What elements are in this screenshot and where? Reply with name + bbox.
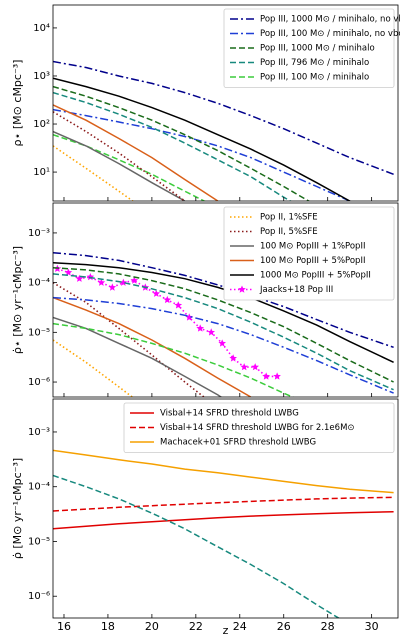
y-tick-label: 10¹ <box>33 167 50 178</box>
legend-label: Pop III, 1000 M⊙ / minihalo, no vbc <box>260 15 400 25</box>
legend: Pop III, 1000 M⊙ / minihalo, no vbc Pop I… <box>223 8 400 88</box>
legend-label: Visbal+14 SFRD threshold LWBG for 2.1e6M… <box>160 423 355 433</box>
y-tick-label: 10⁻⁶ <box>28 591 50 602</box>
star-marker <box>97 278 106 286</box>
plot-area <box>53 60 394 201</box>
y-axis-label: ρ̇⋆ [M⊙ yr⁻¹cMpc⁻³] <box>11 246 24 354</box>
legend: Visbal+14 SFRD threshold LWBG Visbal+14 S… <box>123 402 395 453</box>
series-line <box>53 296 252 397</box>
star-marker <box>229 354 237 362</box>
series-line <box>53 91 292 201</box>
star-marker <box>152 289 161 297</box>
star-marker <box>262 372 270 380</box>
y-tick-label: 10⁻⁴ <box>28 278 50 289</box>
x-tick-label: 22 <box>189 620 203 633</box>
star-marker <box>130 276 139 284</box>
series-line <box>53 496 394 512</box>
star-marker <box>251 363 259 371</box>
series-line <box>53 104 219 201</box>
plot-area <box>53 449 394 618</box>
series-line <box>53 262 394 363</box>
star-marker <box>185 313 193 321</box>
series-line <box>53 251 394 349</box>
star-marker <box>273 372 281 380</box>
axes-frame <box>52 202 399 398</box>
y-tick-label: 10⁻⁵ <box>28 536 50 547</box>
legend-label: 1000 M⊙ PopIII + 5%PopII <box>260 271 371 281</box>
y-tick-label: 10⁴ <box>33 23 50 34</box>
y-axis-label: ρ̇ [M⊙ yr⁻¹cMpc⁻³] <box>11 458 24 559</box>
axes-frame <box>52 4 399 202</box>
legend-label: Pop II, 5%SFE <box>260 227 318 237</box>
star-marker <box>163 295 172 304</box>
x-tick-label: 30 <box>365 620 379 633</box>
y-tick-label: 10² <box>33 119 50 130</box>
series-line <box>53 108 352 201</box>
x-axis-label: z <box>223 624 229 637</box>
y-tick-label: 10⁻³ <box>28 427 50 438</box>
legend-label: Machacek+01 SFRD threshold LWBG <box>160 438 316 448</box>
x-tick-label: 20 <box>145 620 159 633</box>
x-tick-label: 18 <box>101 620 115 633</box>
axes-frame <box>52 398 399 619</box>
legend-label: Pop III, 100 M⊙ / minihalo <box>260 73 369 83</box>
legend-box <box>223 206 395 301</box>
legend-marker <box>238 285 246 293</box>
series-line <box>53 510 394 530</box>
legend-label: Visbal+14 SFRD threshold LWBG <box>160 409 299 419</box>
legend-label: 100 M⊙ PopIII + 1%PopII <box>260 242 365 252</box>
star-marker <box>174 301 183 309</box>
y-tick-label: 10⁻³ <box>28 228 50 239</box>
y-tick-label: 10⁻⁵ <box>28 327 50 338</box>
legend-box <box>223 8 395 88</box>
y-axis-label: ρ⋆ [M⊙ cMpc⁻³] <box>11 60 24 147</box>
legend-label: Jaacks+18 Pop III <box>259 285 333 295</box>
legend-label: Pop III, 100 M⊙ / minihalo, no vbc <box>260 29 400 39</box>
series-line <box>53 449 394 494</box>
legend-label: Pop III, 796 M⊙ / minihalo <box>260 58 369 68</box>
star-marker <box>75 274 84 282</box>
series-line <box>53 85 311 201</box>
series-line <box>53 130 186 201</box>
plot-area <box>53 251 394 397</box>
y-tick-label: 10³ <box>33 71 50 82</box>
series-line <box>53 322 295 397</box>
star-marker <box>64 268 73 276</box>
x-tick-label: 28 <box>321 620 335 633</box>
star-marker <box>108 283 117 291</box>
legend-box <box>123 402 395 453</box>
legend-label: Pop II, 1%SFE <box>260 213 318 223</box>
star-marker <box>207 328 215 336</box>
series-line <box>53 339 134 397</box>
series-line <box>53 316 223 397</box>
series-line <box>53 474 340 618</box>
series-line <box>53 273 394 391</box>
x-tick-label: 16 <box>57 620 71 633</box>
x-tick-label: 26 <box>277 620 291 633</box>
legend: Pop II, 1%SFE Pop II, 5%SFE 100 M⊙ PopIII … <box>223 206 395 301</box>
star-marker <box>240 363 248 371</box>
series-line <box>53 266 394 383</box>
y-tick-label: 10⁻⁴ <box>28 482 50 493</box>
series-line <box>53 60 394 176</box>
star-marker <box>196 324 204 332</box>
star-marker <box>218 339 226 347</box>
series-line <box>53 77 352 201</box>
y-tick-label: 10⁻⁶ <box>28 377 50 388</box>
series-line <box>53 296 394 394</box>
legend-label: 100 M⊙ PopIII + 5%PopII <box>260 256 365 266</box>
x-tick-label: 24 <box>233 620 247 633</box>
legend-label: Pop III, 1000 M⊙ / minihalo <box>260 44 375 54</box>
star-marker <box>119 278 128 286</box>
